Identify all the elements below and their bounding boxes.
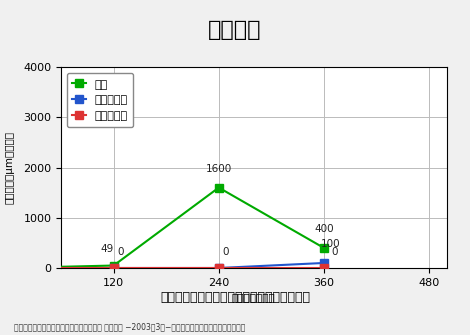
摩耗試験後 — [6, 266, 11, 270]
欠損の補修 — [321, 266, 327, 270]
通常 — [321, 246, 327, 250]
Text: 0: 0 — [0, 334, 1, 335]
通常 — [6, 266, 11, 270]
Text: 49: 49 — [100, 245, 113, 254]
摩耗試験後 — [111, 266, 117, 270]
Line: 通常: 通常 — [4, 184, 328, 272]
通常 — [111, 264, 117, 268]
Text: 「下水道シールドトンネルの内面被覆工法 技術資料 −2003年3月−」財）下水道新技術推進機構　抜粋: 「下水道シールドトンネルの内面被覆工法 技術資料 −2003年3月−」財）下水道… — [14, 323, 245, 332]
Text: 0: 0 — [0, 334, 1, 335]
Text: 内面被覆層中の硫黄の拡散（パネルタイプ）: 内面被覆層中の硫黄の拡散（パネルタイプ） — [160, 291, 310, 305]
Text: 400: 400 — [314, 224, 334, 234]
Text: 0: 0 — [118, 247, 124, 257]
Line: 摩耗試験後: 摩耗試験後 — [4, 259, 328, 272]
Text: 0: 0 — [332, 247, 338, 257]
Text: 浸漬深さ（μm）の二乗: 浸漬深さ（μm）の二乗 — [4, 131, 15, 204]
摩耗試験後 — [216, 266, 221, 270]
欠損の補修 — [111, 266, 117, 270]
Line: 欠損の補修: 欠損の補修 — [4, 264, 328, 272]
通常 — [216, 186, 221, 190]
摩耗試験後 — [321, 261, 327, 265]
Text: 0: 0 — [222, 247, 229, 257]
欠損の補修 — [6, 266, 11, 270]
Text: 1600: 1600 — [206, 164, 232, 174]
欠損の補修 — [216, 266, 221, 270]
Text: 耐薬品性: 耐薬品性 — [208, 20, 262, 40]
Legend: 通常, 摩耗試験後, 欠損の補修: 通常, 摩耗試験後, 欠損の補修 — [67, 73, 133, 127]
X-axis label: 浸漬時間（日）: 浸漬時間（日） — [232, 292, 276, 302]
Text: 100: 100 — [321, 239, 341, 249]
